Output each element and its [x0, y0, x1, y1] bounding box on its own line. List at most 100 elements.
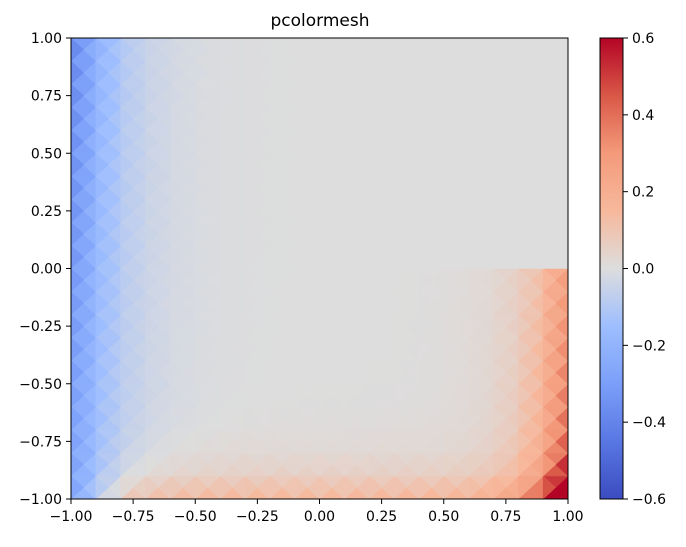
mesh-cell: [468, 221, 482, 247]
mesh-cell: [542, 37, 557, 62]
mesh-cell: [170, 60, 184, 85]
mesh-cell: [170, 221, 184, 247]
mesh-cell: [219, 290, 233, 316]
mesh-cell: [95, 383, 109, 408]
mesh-cell: [194, 290, 209, 316]
mesh-cell: [170, 383, 184, 408]
y-tick-label: 1.00: [31, 31, 62, 47]
mesh-cell: [95, 60, 109, 85]
mesh-cell: [493, 198, 507, 224]
mesh-cell: [418, 406, 432, 431]
mesh-cell: [393, 175, 407, 201]
mesh-cell: [95, 336, 109, 362]
mesh-cell: [95, 106, 109, 131]
mesh-cell: [542, 244, 557, 270]
mesh-cell: [418, 37, 432, 62]
mesh-cell: [542, 129, 557, 154]
mesh-cell: [517, 129, 532, 154]
mesh-cell: [120, 129, 134, 154]
mesh-cell: [443, 267, 457, 293]
mesh-cell: [368, 175, 383, 201]
mesh-cell: [269, 406, 283, 431]
colorbar-tick-label: 0.0: [632, 262, 654, 278]
mesh-cell: [95, 429, 109, 454]
mesh-cell: [294, 452, 308, 477]
y-tick-label: −0.50: [19, 377, 62, 393]
mesh-cell: [418, 244, 432, 270]
x-tick-label: 0.75: [490, 509, 521, 525]
mesh-cell: [145, 452, 159, 477]
mesh-cell: [194, 198, 209, 224]
mesh-cell: [344, 60, 358, 85]
mesh-cell: [418, 452, 432, 477]
mesh-cell: [344, 406, 358, 431]
mesh-cell: [244, 152, 258, 177]
mesh-cell: [244, 406, 258, 431]
mesh-cell: [493, 60, 507, 85]
mesh-cell: [194, 152, 209, 177]
mesh-cell: [542, 383, 557, 408]
mesh-cell: [194, 313, 209, 339]
mesh-cell: [170, 336, 184, 362]
mesh-cell: [95, 244, 109, 270]
mesh-cell: [517, 383, 532, 408]
mesh-cell: [244, 37, 258, 62]
mesh-cell: [294, 313, 308, 339]
mesh-cell: [219, 221, 233, 247]
mesh-cell: [95, 475, 109, 500]
y-axis: 1.00 0.75 0.50 0.25 0.00 −0.25 −0.50 −0.75 −1.00: [19, 31, 71, 508]
mesh-cell: [517, 360, 532, 385]
mesh-cell: [393, 475, 407, 500]
mesh-cell: [219, 360, 233, 385]
mesh-cell: [393, 37, 407, 62]
mesh-cell: [542, 429, 557, 454]
mesh-cell: [418, 336, 432, 362]
mesh-cell: [145, 37, 159, 62]
mesh-cell: [493, 37, 507, 62]
mesh-cell: [95, 83, 109, 108]
mesh-cell: [269, 152, 283, 177]
mesh-cell: [194, 83, 209, 108]
mesh-cell: [244, 129, 258, 154]
mesh-cell: [120, 429, 134, 454]
mesh-cell: [145, 244, 159, 270]
mesh-cell: [443, 129, 457, 154]
mesh-cell: [493, 452, 507, 477]
mesh-cell: [269, 221, 283, 247]
mesh-cell: [418, 290, 432, 316]
mesh-cell: [244, 83, 258, 108]
mesh-cell: [145, 152, 159, 177]
x-tick-label: −1.00: [50, 509, 93, 525]
mesh-cell: [393, 406, 407, 431]
mesh-cell: [294, 267, 308, 293]
mesh-cell: [170, 152, 184, 177]
y-tick-label: 0.25: [31, 204, 62, 220]
mesh-cell: [269, 429, 283, 454]
mesh-cell: [194, 60, 209, 85]
mesh-cell: [244, 267, 258, 293]
mesh-cell: [145, 475, 159, 500]
mesh-cell: [344, 106, 358, 131]
mesh-cell: [468, 313, 482, 339]
mesh-cell: [393, 106, 407, 131]
mesh-cell: [219, 452, 233, 477]
mesh-cell: [368, 60, 383, 85]
mesh-cell: [145, 429, 159, 454]
mesh-cell: [517, 429, 532, 454]
mesh-cell: [95, 267, 109, 293]
mesh-cell: [493, 360, 507, 385]
mesh-cell: [269, 175, 283, 201]
mesh-cell: [344, 244, 358, 270]
mesh-cell: [393, 152, 407, 177]
mesh-cell: [368, 221, 383, 247]
mesh-cell: [443, 244, 457, 270]
mesh-cell: [294, 429, 308, 454]
mesh-cell: [393, 383, 407, 408]
mesh-cell: [443, 290, 457, 316]
mesh-cell: [418, 83, 432, 108]
mesh-cell: [269, 336, 283, 362]
mesh-cell: [517, 221, 532, 247]
mesh-cell: [344, 313, 358, 339]
mesh-cell: [393, 83, 407, 108]
